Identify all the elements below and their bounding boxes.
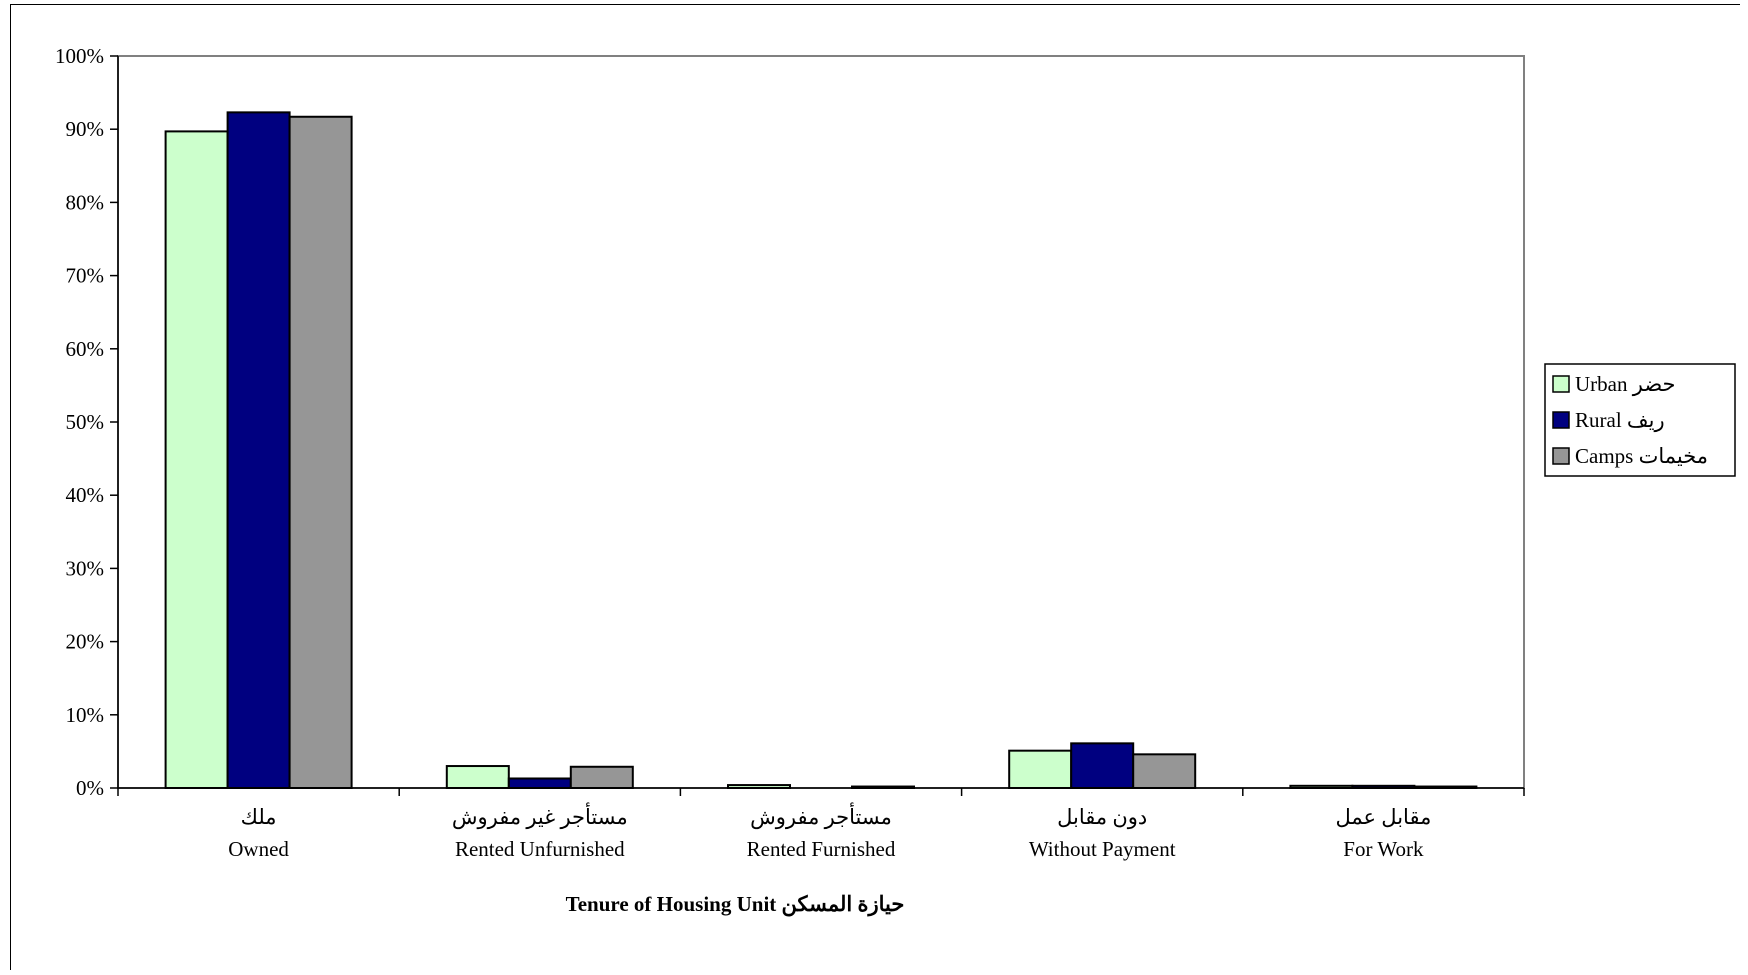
y-tick-label: 80% bbox=[66, 190, 105, 214]
category-label-ar: مستأجر مفروش bbox=[750, 801, 892, 830]
axes bbox=[110, 55, 1525, 796]
category-label-en: Rented Furnished bbox=[747, 837, 896, 861]
x-axis-title: Tenure of Housing Unit حيازة المسكن bbox=[566, 892, 905, 917]
legend: Urban حضر Rural ريف Camps مخيمات bbox=[1544, 363, 1736, 477]
bar-camps-0 bbox=[288, 115, 353, 790]
legend-label: Rural ريف bbox=[1575, 408, 1665, 433]
y-tick-labels: 0% 10% 20% 30% 40% 50% 60% 70% 80% 90% 100% bbox=[55, 44, 104, 800]
category-label-ar: مقابل عمل bbox=[1335, 805, 1431, 829]
category-label-ar: دون مقابل bbox=[1057, 805, 1147, 830]
legend-label: Urban حضر bbox=[1575, 372, 1676, 397]
category-label-en: For Work bbox=[1343, 837, 1424, 861]
legend-label: Camps مخيمات bbox=[1575, 444, 1708, 468]
bar-rural-3 bbox=[1070, 742, 1135, 790]
y-tick-label: 70% bbox=[66, 264, 105, 288]
bar-urban-0 bbox=[164, 130, 229, 789]
legend-box bbox=[1544, 363, 1736, 477]
chart-frame bbox=[10, 4, 1740, 970]
bar-camps-1 bbox=[569, 765, 634, 789]
bar-urban-1 bbox=[445, 765, 510, 789]
category-label-en: Without Payment bbox=[1029, 837, 1176, 861]
y-tick-label: 20% bbox=[66, 630, 105, 654]
bar-rural-0 bbox=[226, 111, 291, 789]
y-tick-label: 0% bbox=[76, 776, 104, 800]
y-tick-label: 60% bbox=[66, 337, 105, 361]
bar-camps-3 bbox=[1132, 753, 1197, 790]
y-tick-label: 50% bbox=[66, 410, 105, 434]
y-tick-label: 90% bbox=[66, 117, 105, 141]
bar-rural-1 bbox=[507, 777, 572, 790]
y-tick-label: 30% bbox=[66, 556, 105, 580]
category-label-en: Rented Unfurnished bbox=[455, 837, 625, 861]
y-tick-label: 40% bbox=[66, 483, 105, 507]
bars bbox=[164, 111, 1478, 790]
category-label-en: Owned bbox=[228, 837, 289, 861]
legend-swatch bbox=[1552, 447, 1570, 465]
category-label-ar: مستأجر غير مفروش bbox=[452, 801, 628, 830]
legend-swatch bbox=[1552, 375, 1570, 393]
y-tick-label: 100% bbox=[55, 44, 104, 68]
category-label-ar: ملك bbox=[241, 805, 277, 829]
legend-swatch bbox=[1552, 411, 1570, 429]
category-labels: ملك Owned مستأجر غير مفروش Rented Unfurnish… bbox=[228, 801, 1431, 861]
bar-urban-3 bbox=[1008, 749, 1073, 790]
y-tick-label: 10% bbox=[66, 703, 105, 727]
